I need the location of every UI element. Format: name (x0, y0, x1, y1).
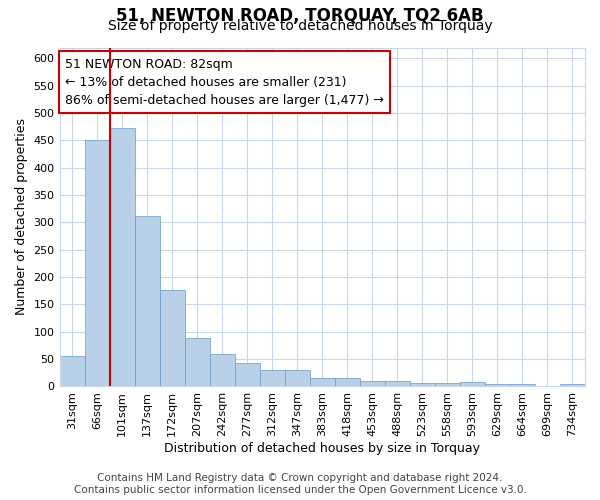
Bar (85, 140, 110, 386)
Bar (209, 354, 235, 386)
Bar (385, 381, 410, 386)
Y-axis label: Number of detached properties: Number of detached properties (15, 118, 28, 316)
Bar (260, 370, 285, 386)
X-axis label: Distribution of detached houses by size in Torquay: Distribution of detached houses by size … (164, 442, 480, 455)
Bar (310, 378, 335, 386)
Bar (134, 216, 160, 386)
Bar (435, 383, 460, 386)
Bar (560, 384, 585, 386)
Bar (185, 338, 209, 386)
Bar (235, 363, 260, 386)
Bar (285, 370, 310, 386)
Text: 51 NEWTON ROAD: 82sqm
← 13% of detached houses are smaller (231)
86% of semi-det: 51 NEWTON ROAD: 82sqm ← 13% of detached … (65, 58, 383, 106)
Text: 51, NEWTON ROAD, TORQUAY, TQ2 6AB: 51, NEWTON ROAD, TORQUAY, TQ2 6AB (116, 8, 484, 26)
Bar (360, 381, 385, 386)
Bar (110, 128, 134, 386)
Bar (460, 382, 485, 386)
Text: Contains HM Land Registry data © Crown copyright and database right 2024.
Contai: Contains HM Land Registry data © Crown c… (74, 474, 526, 495)
Bar (335, 378, 360, 386)
Bar (59, 356, 85, 386)
Bar (160, 290, 185, 386)
Text: Size of property relative to detached houses in Torquay: Size of property relative to detached ho… (107, 19, 493, 33)
Bar (410, 383, 435, 386)
Bar (485, 384, 510, 386)
Bar (510, 384, 535, 386)
